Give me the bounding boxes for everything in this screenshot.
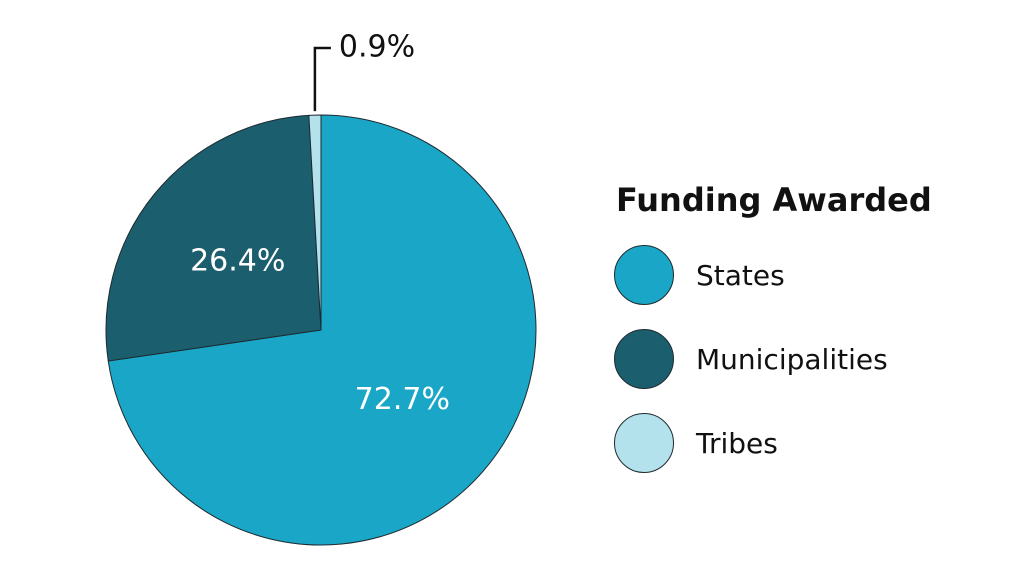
legend-item-tribes: Tribes	[614, 412, 1014, 474]
legend: Funding Awarded States Municipalities Tr…	[614, 178, 1014, 496]
pie-slice-tribes	[308, 114, 322, 331]
pie-slices	[105, 114, 537, 546]
legend-item-municipalities: Municipalities	[614, 328, 1014, 390]
pie-slice-states	[107, 114, 537, 546]
legend-label-tribes: Tribes	[696, 426, 778, 460]
legend-swatch-states	[614, 245, 674, 305]
legend-title: Funding Awarded	[616, 181, 932, 219]
legend-item-states: States	[614, 244, 1014, 306]
slice-labels: 72.7% 26.4% 0.9%	[190, 30, 450, 417]
legend-swatch-tribes	[614, 413, 674, 473]
slice-label-municipalities: 26.4%	[190, 243, 285, 278]
slice-label-states: 72.7%	[355, 382, 450, 417]
tribes-callout-line	[313, 46, 331, 112]
legend-swatch-municipalities	[614, 329, 674, 389]
slice-label-tribes: 0.9%	[339, 30, 415, 65]
legend-label-states: States	[696, 258, 785, 292]
legend-label-municipalities: Municipalities	[696, 342, 888, 376]
pie-slice-municipalities	[105, 114, 322, 362]
